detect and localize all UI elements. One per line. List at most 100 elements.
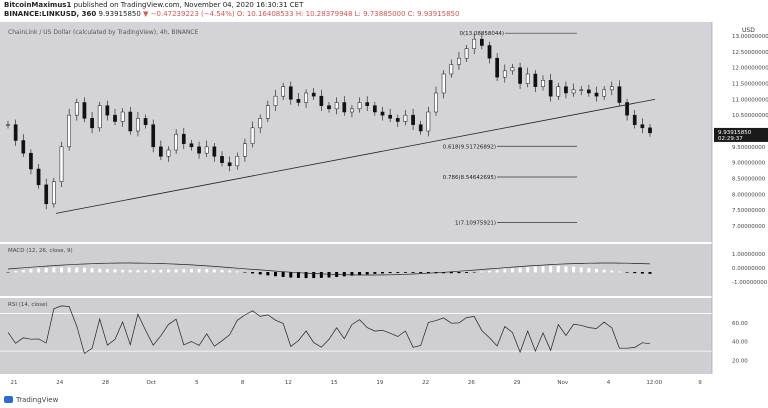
candle xyxy=(380,111,385,116)
macd-histogram-bar xyxy=(358,272,362,275)
candle xyxy=(204,146,209,154)
x-tick-label: 5 xyxy=(195,380,199,386)
x-tick-label: 12:00 xyxy=(646,380,662,386)
macd-histogram-bar xyxy=(14,270,18,273)
y-tick-label: 13.00000000 xyxy=(732,34,768,40)
author-name[interactable]: BitcoinMaximus1 xyxy=(4,1,72,9)
price-value: 9.93915850 xyxy=(98,10,141,18)
macd-histogram-bar xyxy=(90,268,94,273)
macd-histogram-bar xyxy=(82,267,86,273)
y-tick-label: 10.50000000 xyxy=(732,113,768,119)
macd-histogram-bar xyxy=(151,270,155,273)
macd-histogram-bar xyxy=(167,269,170,273)
macd-histogram-bar xyxy=(37,268,41,273)
candle xyxy=(632,114,637,125)
macd-histogram-bar xyxy=(304,272,308,279)
footer: TradingView xyxy=(4,396,58,404)
candle xyxy=(120,111,125,122)
macd-histogram-bar xyxy=(189,269,193,273)
candle xyxy=(395,118,400,122)
candle xyxy=(59,146,64,182)
candle xyxy=(181,133,186,144)
y-tick-label: 12.00000000 xyxy=(732,66,768,72)
candle xyxy=(617,86,622,103)
macd-histogram-bar xyxy=(327,272,331,278)
publish-date: published on TradingView.com, November 0… xyxy=(73,1,304,9)
macd-histogram-bar xyxy=(220,269,224,273)
candle xyxy=(609,86,614,91)
candle xyxy=(52,181,56,205)
candle xyxy=(197,146,201,154)
x-tick-label: 29 xyxy=(514,380,521,386)
macd-histogram-bar xyxy=(144,270,148,273)
candle xyxy=(82,102,87,119)
candle xyxy=(434,92,438,113)
candle xyxy=(334,102,339,110)
macd-tick-label: -1.00000000 xyxy=(732,280,768,286)
candle xyxy=(220,156,224,163)
rsi-line xyxy=(7,305,651,355)
symbol-label: BINANCE:LINKUSD, 360 xyxy=(4,10,97,18)
macd-histogram-bar xyxy=(52,267,56,273)
candle xyxy=(487,45,492,59)
ohlc-values: O: 10.16408533 H: 10.28379948 L: 9.73885… xyxy=(236,10,460,18)
y-tick-label: 12.50000000 xyxy=(732,50,768,56)
macd-histogram-bar xyxy=(105,269,109,273)
candle xyxy=(518,67,522,84)
last-price-label: 9.93915850 xyxy=(718,130,752,136)
candle xyxy=(571,89,576,94)
x-tick-label: 24 xyxy=(56,380,63,386)
macd-signal-line xyxy=(7,262,651,276)
candle xyxy=(441,73,446,94)
footer-brand[interactable]: TradingView xyxy=(16,396,59,404)
fib-level-label: 1(7.10975921) xyxy=(455,221,496,227)
x-tick-label: 4 xyxy=(607,380,611,386)
candle xyxy=(495,57,499,78)
y-tick-label: 8.50000000 xyxy=(732,177,766,183)
macd-histogram-bar xyxy=(602,269,606,273)
candle xyxy=(319,95,324,106)
macd-histogram-bar xyxy=(526,267,530,273)
candle xyxy=(480,38,484,46)
macd-histogram-bar xyxy=(289,272,293,278)
x-tick-label: 28 xyxy=(102,380,109,386)
candle xyxy=(564,86,568,94)
macd-histogram-bar xyxy=(350,272,354,276)
x-tick-label: 9 xyxy=(698,380,702,386)
candle xyxy=(67,114,71,148)
macd-histogram-bar xyxy=(541,266,545,273)
macd-histogram-bar xyxy=(510,268,514,273)
macd-histogram-bar xyxy=(212,269,216,273)
main-pane xyxy=(0,22,712,242)
price-chart[interactable]: ChainLink / US Dollar (calculated by Tra… xyxy=(0,22,768,396)
x-tick-label: Oct xyxy=(146,380,156,386)
macd-histogram-bar xyxy=(373,272,377,274)
candle xyxy=(212,146,217,157)
macd-histogram-bar xyxy=(296,272,300,278)
macd-histogram-bar xyxy=(503,269,507,273)
candle xyxy=(296,99,301,103)
candle xyxy=(227,162,232,167)
candle xyxy=(311,92,316,97)
candle xyxy=(464,48,469,59)
y-tick-label: 9.00000000 xyxy=(732,161,766,167)
candle xyxy=(426,111,431,132)
macd-histogram-bar xyxy=(648,272,652,274)
macd-title: MACD (12, 26, close, 9) xyxy=(8,248,73,254)
macd-histogram-bar xyxy=(640,272,644,274)
candle xyxy=(365,102,370,106)
candle xyxy=(235,156,240,167)
candle xyxy=(273,95,278,106)
candle xyxy=(548,80,553,97)
candle xyxy=(449,64,454,75)
candle xyxy=(13,124,18,141)
macd-histogram-bar xyxy=(556,266,560,273)
candle xyxy=(327,105,331,110)
macd-histogram-bar xyxy=(549,266,553,273)
macd-histogram-bar xyxy=(258,272,262,275)
candle xyxy=(541,80,545,87)
last-price-tag xyxy=(714,127,768,142)
support-trendline xyxy=(55,98,656,214)
macd-histogram-bar xyxy=(587,268,591,273)
candle xyxy=(472,38,477,49)
